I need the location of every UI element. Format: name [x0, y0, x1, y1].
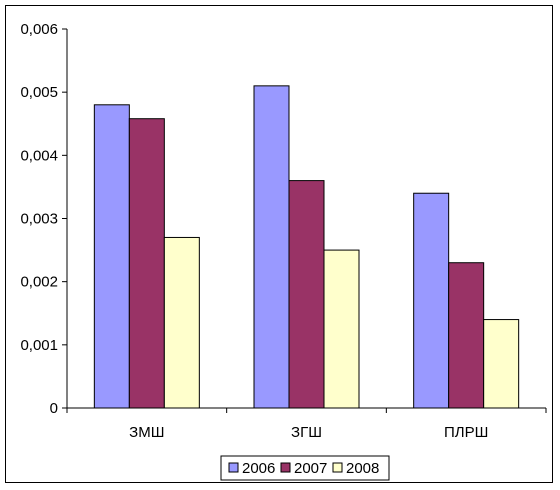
x-category-label: ЗМШ [129, 424, 164, 441]
y-axis-tick-labels: 0 0,001 0,002 0,003 0,004 0,005 0,006 [20, 21, 58, 417]
legend-swatch-2007 [280, 462, 291, 473]
bar-2006-2 [253, 85, 290, 409]
legend-swatch-2008 [332, 462, 343, 473]
bar-2007-3 [448, 262, 485, 409]
y-tick-label: 0,005 [20, 84, 58, 101]
legend-label-2007: 2007 [294, 460, 327, 477]
x-category-label: ЗГШ [291, 424, 322, 441]
bar-2006-1 [93, 104, 130, 409]
legend-label-2008: 2008 [346, 460, 379, 477]
bar-2006-3 [413, 192, 450, 409]
y-tick-label: 0,006 [20, 21, 58, 38]
bar-2008-2 [323, 249, 360, 409]
y-tick-label: 0,003 [20, 211, 58, 228]
bar-2007-1 [128, 118, 165, 409]
bar-2008-1 [163, 236, 200, 409]
y-tick-label: 0,002 [20, 274, 58, 291]
chart-legend: 2006 2007 2008 [220, 455, 390, 481]
y-tick-label: 0,001 [20, 337, 58, 354]
bar-2007-2 [288, 180, 325, 409]
chart-bars [93, 85, 520, 409]
legend-label-2006: 2006 [242, 460, 275, 477]
y-tick-label: 0,004 [20, 147, 58, 164]
legend-swatch-2006 [228, 462, 239, 473]
legend-box [220, 455, 390, 481]
y-tick-label: 0 [50, 400, 58, 417]
bar-2008-3 [483, 319, 520, 409]
x-category-label: ПЛРШ [444, 424, 488, 441]
x-axis-category-labels: ЗМШ ЗГШ ПЛРШ [129, 424, 488, 441]
